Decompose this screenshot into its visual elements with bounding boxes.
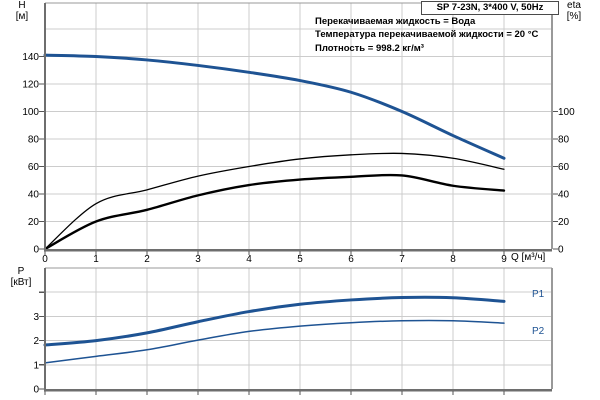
flow-axis-unit: Q [м³/ч] xyxy=(511,252,546,263)
tick-label-bottom: 9 xyxy=(501,254,507,265)
curve-P1 xyxy=(43,295,506,347)
tick-label-bottom: 4 xyxy=(246,254,252,265)
tick-label-left: 20 xyxy=(28,217,40,228)
pump-type-label: SP 7-23N, 3*400 V, 50Hz xyxy=(436,2,544,13)
tick-label-left: 3 xyxy=(33,312,39,323)
tick-label-right: 40 xyxy=(558,190,570,201)
tick-label-right: 60 xyxy=(558,162,570,173)
tick-label-right: 80 xyxy=(558,135,570,146)
temperature-line: Температура перекачиваемой жидкости = 20… xyxy=(315,29,539,41)
top-chart: 0 20 40 60 80 100 120 140 0 20 40 60 80 100 0 1 2 3 4 5 6 7 8 9 xyxy=(22,2,575,265)
power-axis-symbol: P xyxy=(17,266,25,277)
tick-label-right: 0 xyxy=(558,245,564,256)
tick-label-right: 20 xyxy=(558,217,570,228)
bottom-chart: 0 1 2 3 xyxy=(33,267,553,396)
tick-label-left: 120 xyxy=(22,80,39,91)
tick-label-left: 0 xyxy=(33,385,39,396)
liquid-line: Перекачиваемая жидкость = Вода xyxy=(315,16,476,27)
pump-type-box: SP 7-23N, 3*400 V, 50Hz xyxy=(421,1,559,15)
curve-eta-pump xyxy=(44,152,505,250)
tick-label-left: 100 xyxy=(22,107,39,118)
eta-axis-title: eta [%] xyxy=(557,0,591,22)
tick-label-bottom: 6 xyxy=(348,254,354,265)
tick-label-bottom: 3 xyxy=(195,254,201,265)
tick-label-bottom: 5 xyxy=(297,254,303,265)
density-line: Плотность = 998.2 кг/м³ xyxy=(315,42,424,54)
eta-axis-symbol: eta xyxy=(567,0,581,11)
curve-label-p1: P1 xyxy=(532,289,545,300)
tick-label-left: 1 xyxy=(33,360,39,371)
eta-axis-unit: [%] xyxy=(566,11,582,22)
tick-label-left: 60 xyxy=(28,162,40,173)
curve-eta-pump-motor xyxy=(43,173,506,251)
power-axis-title: P [кВт] xyxy=(4,266,38,288)
head-axis-title: H [м] xyxy=(5,0,39,22)
tick-label-bottom: 1 xyxy=(93,254,99,265)
tick-label-left: 2 xyxy=(33,336,39,347)
tick-label-bottom: 7 xyxy=(399,254,405,265)
power-axis-unit: [кВт] xyxy=(10,277,32,288)
tick-label-left: 80 xyxy=(28,135,40,146)
head-axis-symbol: H xyxy=(18,0,26,11)
tick-label-left: 0 xyxy=(33,245,39,256)
curve-H xyxy=(43,53,506,160)
tick-label-left: 40 xyxy=(28,190,40,201)
curve-P2 xyxy=(44,319,505,364)
head-axis-unit: [м] xyxy=(15,11,29,22)
tick-label-right: 100 xyxy=(558,107,575,118)
tick-label-left: 140 xyxy=(22,52,39,63)
tick-label-bottom: 2 xyxy=(144,254,150,265)
tick-label-bottom: 8 xyxy=(450,254,456,265)
liquid-info: Перекачиваемая жидкость = Вода Температу… xyxy=(315,15,538,55)
tick-label-bottom: 0 xyxy=(42,254,48,265)
curve-label-p2: P2 xyxy=(532,326,545,337)
